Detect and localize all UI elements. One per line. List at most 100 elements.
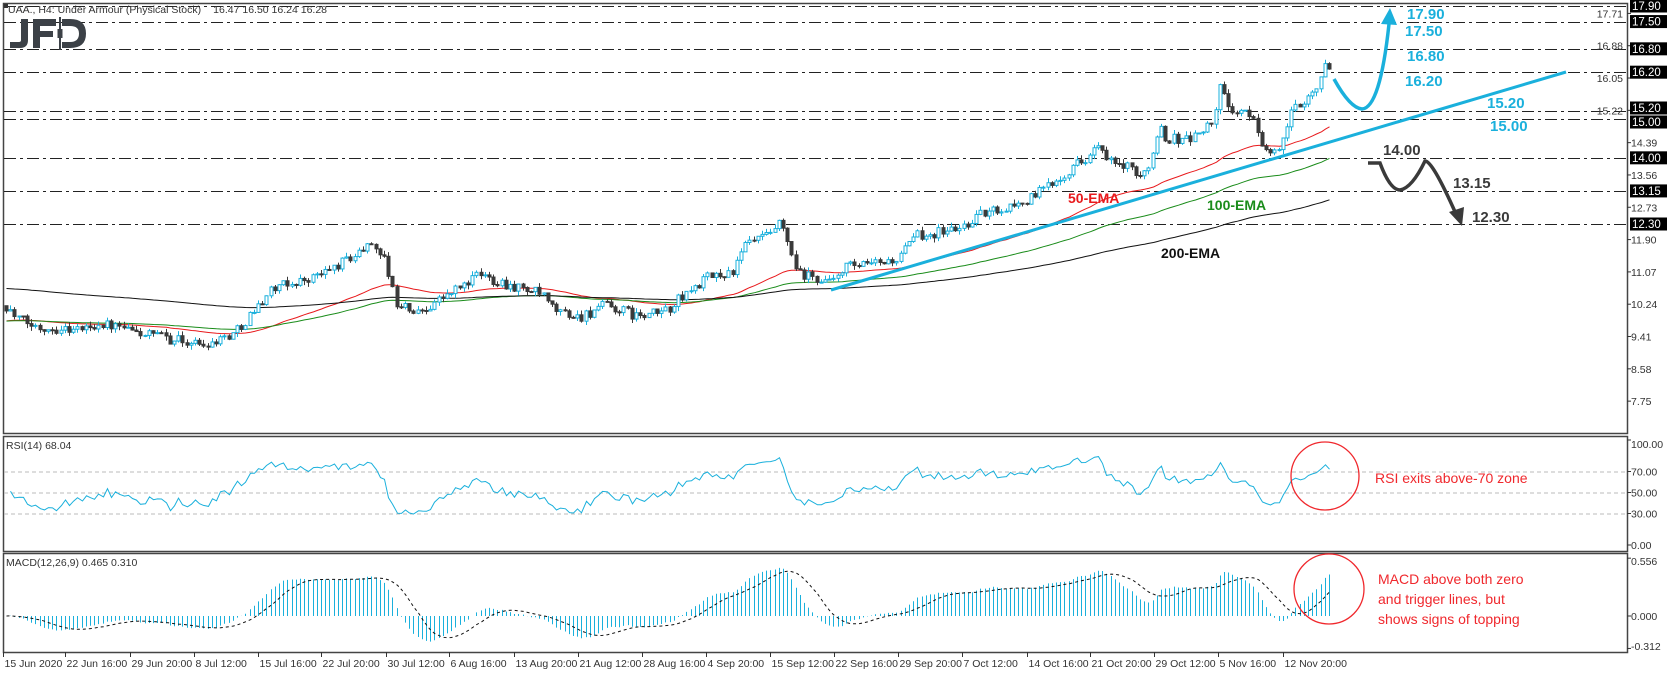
bear-candle-body [1230, 106, 1235, 114]
bull-candle-body [1272, 149, 1277, 154]
bull-candle-body [1239, 109, 1244, 114]
uptrend-line [830, 70, 1567, 292]
bull-candle-body [693, 285, 698, 292]
bull-candle-body [332, 264, 337, 271]
bull-candle-body [760, 233, 765, 237]
level-price-label: 15.00 [1632, 117, 1661, 129]
level-price-label: 16.20 [1632, 67, 1661, 79]
price-tick-label: 11.90 [1631, 235, 1657, 247]
bull-candle-body [1159, 125, 1164, 138]
jfd-logo [10, 17, 86, 50]
time-tick-label: 30 Jul 12:00 [388, 658, 445, 670]
macd-highlight-circle [1293, 553, 1365, 625]
bear-candle-body [164, 332, 169, 337]
bear-candle-body [1138, 175, 1143, 178]
rsi-tick-label: 0.00 [1631, 540, 1652, 552]
bull-candle-body [1314, 88, 1319, 93]
bear-candle-body [395, 286, 400, 308]
bear-candle-body [680, 294, 685, 301]
bear-candle-body [239, 325, 244, 330]
bull-candle-body [1067, 174, 1072, 179]
rsi-polyline [10, 456, 1330, 515]
bull-candle-body [1151, 152, 1156, 169]
bear-candle-body [38, 324, 43, 331]
bear-candle-body [374, 243, 379, 250]
bear-candle-body [487, 274, 492, 278]
time-tick-label: 29 Oct 12:00 [1156, 658, 1216, 670]
bull-candle-body [8, 309, 13, 312]
bull-candle-body [747, 239, 752, 243]
bull-candle-body [432, 301, 437, 310]
time-tick-label: 22 Jun 16:00 [67, 658, 128, 670]
bull-candle-body [869, 262, 874, 265]
bull-candle-body [861, 261, 866, 267]
bull-candle-body [46, 329, 51, 332]
bull-candle-body [516, 283, 521, 292]
bear-candle-body [1222, 84, 1227, 95]
bull-candle-body [84, 325, 89, 331]
bullish-arrowhead-icon [1381, 8, 1397, 25]
bear-candle-body [882, 261, 887, 265]
macd-note-line-2: and trigger lines, but [1378, 591, 1505, 607]
macd-label: MACD(12,26,9) 0.465 0.310 [6, 557, 137, 569]
bear-candle-body [617, 311, 622, 314]
bull-candle-body [323, 268, 328, 275]
bear-candle-body [80, 326, 85, 331]
bull-candle-body [806, 271, 811, 280]
bear-candle-body [466, 282, 471, 286]
bull-candle-body [1180, 137, 1185, 144]
bull-candle-body [1037, 186, 1042, 198]
target-label-15-00: 15.00 [1490, 118, 1528, 135]
price-tick-label: 15.22 [1597, 105, 1623, 117]
price-tick-label: 8.58 [1631, 364, 1652, 376]
bear-candle-body [378, 248, 383, 256]
level-price-label: 14.00 [1632, 153, 1661, 165]
rsi-tick-label: 30.00 [1631, 509, 1657, 521]
bull-candle-body [462, 282, 467, 289]
time-tick-label: 21 Aug 12:00 [580, 658, 642, 670]
time-tick-label: 29 Sep 20:00 [900, 658, 963, 670]
bull-candle-body [235, 325, 240, 334]
bull-candle-body [991, 206, 996, 212]
bull-candle-body [365, 243, 370, 252]
bear-candle-body [563, 309, 568, 312]
bull-candle-body [743, 241, 748, 253]
bull-candle-body [575, 314, 580, 319]
bull-candle-body [193, 339, 198, 344]
level-price-box [1630, 184, 1667, 198]
bear-candle-body [512, 283, 517, 292]
bull-candle-body [1125, 162, 1130, 169]
bull-candle-body [1054, 180, 1059, 186]
bear-candle-body [130, 326, 135, 331]
bull-candle-body [777, 219, 782, 230]
bear-candle-body [852, 261, 857, 267]
bull-candle-body [945, 230, 950, 235]
bull-candle-body [756, 235, 761, 241]
bear-candle-body [966, 223, 971, 228]
chart-title: UAA., H4: Under Armour (Physical Stock) 1… [8, 4, 327, 16]
bear-candle-body [327, 268, 332, 271]
bear-candle-body [878, 259, 883, 263]
bear-candle-body [319, 273, 324, 276]
bull-candle-body [1172, 133, 1177, 144]
bear-candle-body [1256, 117, 1261, 134]
bull-candle-body [483, 274, 488, 277]
bull-candle-body [143, 334, 148, 337]
bull-candle-body [340, 257, 345, 270]
bear-candle-body [815, 275, 820, 283]
bear-candle-body [655, 308, 660, 314]
bull-candle-body [96, 324, 101, 330]
bear-candle-body [4, 305, 9, 312]
bear-candle-body [697, 285, 702, 289]
bear-candle-body [206, 345, 211, 348]
bear-candle-body [789, 241, 794, 256]
bull-candle-body [831, 277, 836, 280]
bull-candle-body [1277, 149, 1282, 152]
bull-candle-body [1109, 157, 1114, 161]
bull-candle-body [155, 332, 160, 335]
level-price-box [1630, 15, 1667, 29]
bull-candle-body [768, 231, 773, 234]
bear-candle-body [550, 300, 555, 305]
bull-candle-body [659, 310, 664, 314]
bull-candle-body [1319, 76, 1324, 90]
